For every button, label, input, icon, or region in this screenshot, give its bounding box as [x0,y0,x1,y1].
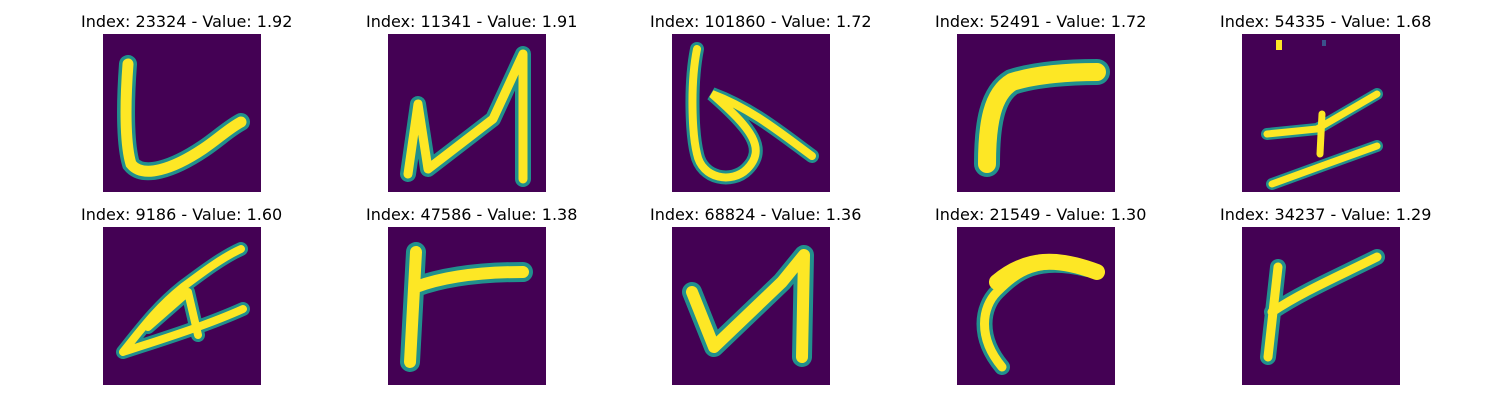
panel-10: Index: 34237 - Value: 1.29 [1220,205,1432,385]
panel-2: Index: 11341 - Value: 1.91 [366,12,578,192]
panel-3: Index: 101860 - Value: 1.72 [650,12,872,192]
panel-1: Index: 23324 - Value: 1.92 [81,12,293,192]
digit-image [388,34,546,192]
panel-title: Index: 52491 - Value: 1.72 [935,12,1147,31]
panel-title: Index: 11341 - Value: 1.91 [366,12,578,31]
panel-8: Index: 68824 - Value: 1.36 [650,205,862,385]
panel-title: Index: 101860 - Value: 1.72 [650,12,872,31]
digit-image [672,34,830,192]
panel-title: Index: 9186 - Value: 1.60 [81,205,283,224]
panel-title: Index: 47586 - Value: 1.38 [366,205,578,224]
digit-image [103,34,261,192]
panel-title: Index: 68824 - Value: 1.36 [650,205,862,224]
panel-5: Index: 54335 - Value: 1.68 [1220,12,1432,192]
panel-6: Index: 9186 - Value: 1.60 [81,205,283,385]
digit-image [1242,227,1400,385]
panel-title: Index: 21549 - Value: 1.30 [935,205,1147,224]
digit-image [672,227,830,385]
digit-image [957,34,1115,192]
digit-image [103,227,261,385]
panel-4: Index: 52491 - Value: 1.72 [935,12,1147,192]
panel-title: Index: 23324 - Value: 1.92 [81,12,293,31]
digit-image [1242,34,1400,192]
panel-title: Index: 34237 - Value: 1.29 [1220,205,1432,224]
digit-image [388,227,546,385]
digit-image [957,227,1115,385]
panel-9: Index: 21549 - Value: 1.30 [935,205,1147,385]
panel-title: Index: 54335 - Value: 1.68 [1220,12,1432,31]
panel-7: Index: 47586 - Value: 1.38 [366,205,578,385]
